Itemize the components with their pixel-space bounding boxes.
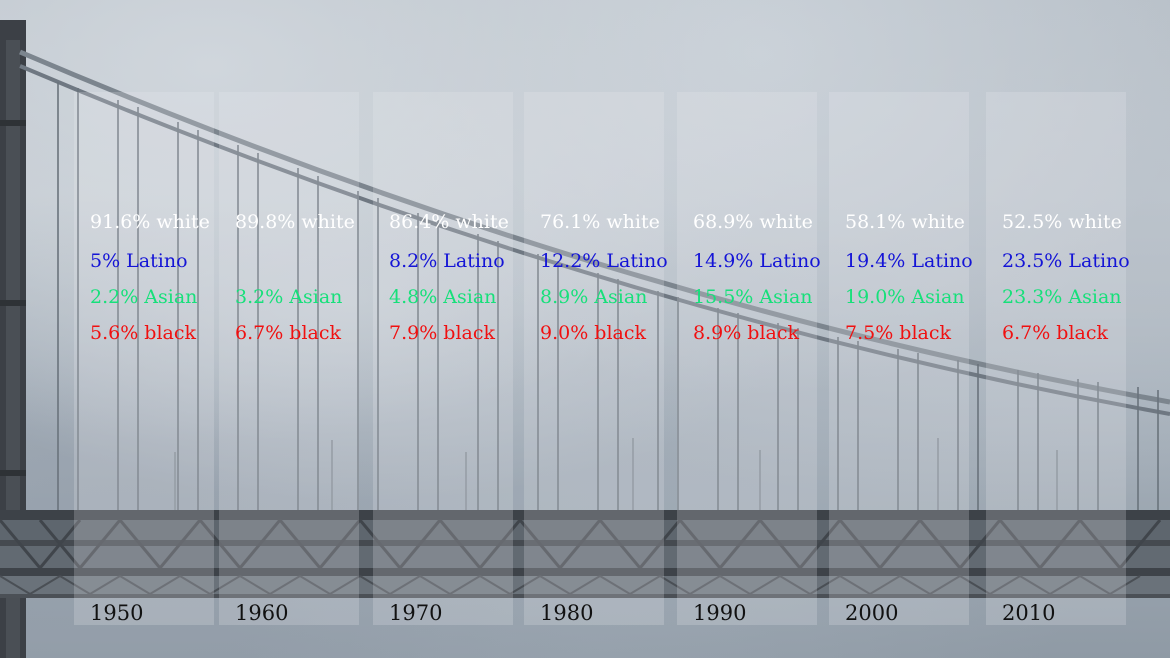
year-label: 1980	[540, 601, 594, 625]
year-column: 91.6% white 5% Latino 2.2% Asian 5.6% bl…	[74, 92, 214, 625]
year-column: 76.1% white 12.2% Latino 8.9% Asian 9.0%…	[524, 92, 668, 625]
latino-percent: 14.9% Latino	[693, 250, 821, 272]
latino-percent: 23.5% Latino	[1002, 250, 1130, 272]
asian-percent: 2.2% Asian	[90, 286, 198, 308]
latino-percent: 8.2% Latino	[389, 250, 505, 272]
year-column: 89.8% white 3.2% Asian 6.7% black 1960	[219, 92, 359, 625]
year-label: 1970	[389, 601, 443, 625]
latino-percent: 12.2% Latino	[540, 250, 668, 272]
asian-percent: 4.8% Asian	[389, 286, 497, 308]
black-percent: 7.9% black	[389, 322, 496, 344]
white-percent: 76.1% white	[540, 211, 660, 233]
asian-percent: 3.2% Asian	[235, 286, 343, 308]
year-label: 2000	[845, 601, 899, 625]
black-percent: 7.5% black	[845, 322, 952, 344]
black-percent: 5.6% black	[90, 322, 197, 344]
white-percent: 86.4% white	[389, 211, 509, 233]
white-percent: 58.1% white	[845, 211, 965, 233]
suspender-cables	[57, 82, 1159, 512]
black-percent: 6.7% black	[1002, 322, 1109, 344]
year-label: 1960	[235, 601, 289, 625]
year-label: 1950	[90, 601, 144, 625]
white-percent: 68.9% white	[693, 211, 813, 233]
year-label: 2010	[1002, 601, 1056, 625]
asian-percent: 8.9% Asian	[540, 286, 648, 308]
bridge-deck	[0, 510, 1170, 598]
year-column: 68.9% white 14.9% Latino 15.5% Asian 8.9…	[677, 92, 821, 625]
white-percent: 52.5% white	[1002, 211, 1122, 233]
black-percent: 8.9% black	[693, 322, 800, 344]
latino-percent: 5% Latino	[90, 250, 188, 272]
asian-percent: 23.3% Asian	[1002, 286, 1122, 308]
white-percent: 91.6% white	[90, 211, 210, 233]
year-column: 58.1% white 19.4% Latino 19.0% Asian 7.5…	[829, 92, 973, 625]
white-percent: 89.8% white	[235, 211, 355, 233]
lamp-posts	[174, 438, 1058, 512]
year-label: 1990	[693, 601, 747, 625]
asian-percent: 19.0% Asian	[845, 286, 965, 308]
latino-percent: 19.4% Latino	[845, 250, 973, 272]
black-percent: 6.7% black	[235, 322, 342, 344]
black-percent: 9.0% black	[540, 322, 647, 344]
asian-percent: 15.5% Asian	[693, 286, 813, 308]
year-column: 52.5% white 23.5% Latino 23.3% Asian 6.7…	[986, 92, 1130, 625]
year-column: 86.4% white 8.2% Latino 4.8% Asian 7.9% …	[373, 92, 513, 625]
